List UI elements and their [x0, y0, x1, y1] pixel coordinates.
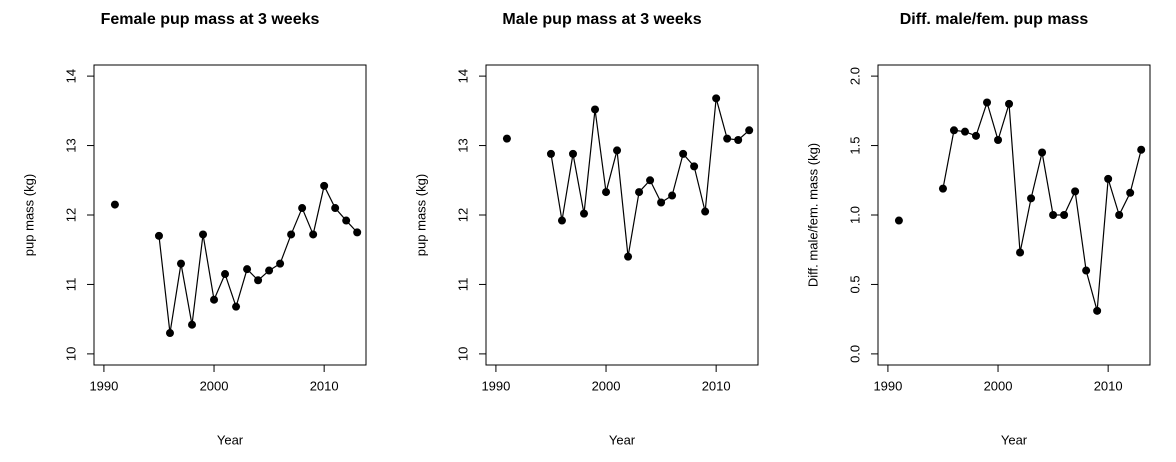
point	[994, 136, 1003, 144]
x-axis-label: Year	[609, 432, 636, 447]
y-tick-label: 11	[455, 278, 470, 292]
y-tick-label: 11	[63, 278, 78, 292]
point	[949, 126, 958, 135]
chart-title: Female pup mass at 3 weeks	[101, 11, 320, 28]
chart-title: Male pup mass at 3 weeks	[502, 11, 701, 28]
point	[1049, 211, 1058, 219]
point	[690, 162, 699, 171]
x-axis-label: Year	[217, 432, 244, 447]
point	[188, 320, 197, 329]
point	[734, 136, 743, 144]
point	[210, 295, 219, 304]
point	[745, 126, 754, 135]
point	[1038, 148, 1047, 157]
point	[938, 184, 947, 193]
y-tick-label: 10	[63, 347, 78, 361]
point	[254, 276, 263, 285]
plot-frame	[877, 64, 1151, 366]
x-tick-label: 1990	[481, 378, 510, 393]
x-axis-label: Year	[1001, 432, 1028, 447]
point	[1104, 174, 1113, 183]
point	[894, 216, 903, 225]
point	[176, 259, 185, 268]
y-tick-label: 0.5	[847, 275, 862, 293]
point	[613, 146, 622, 155]
point	[701, 207, 710, 216]
point	[1060, 211, 1069, 219]
point	[1027, 194, 1036, 203]
x-tick-label: 2000	[200, 378, 229, 393]
point	[624, 252, 633, 261]
point	[221, 270, 230, 279]
x-tick-label: 2010	[1094, 378, 1123, 393]
y-tick-label: 10	[455, 347, 470, 361]
point	[960, 127, 969, 136]
point	[1126, 188, 1135, 197]
point	[276, 259, 285, 268]
point	[342, 216, 351, 225]
x-tick-label: 1990	[873, 378, 902, 393]
point	[557, 216, 566, 225]
point	[199, 230, 208, 239]
y-tick-label: 1.5	[847, 137, 862, 155]
y-axis-label: pup mass (kg)	[413, 174, 428, 256]
point	[232, 302, 241, 311]
point	[546, 149, 555, 158]
point	[591, 105, 600, 114]
point	[1071, 187, 1080, 196]
y-tick-label: 12	[455, 208, 470, 222]
point	[580, 209, 589, 218]
point	[243, 265, 252, 274]
point	[602, 188, 611, 197]
point	[983, 98, 992, 107]
point	[723, 134, 732, 143]
point	[154, 231, 163, 240]
point	[1016, 248, 1025, 257]
point	[568, 149, 577, 158]
point	[1137, 145, 1146, 154]
point	[309, 230, 318, 239]
line	[158, 184, 358, 334]
x-tick-label: 2000	[984, 378, 1013, 393]
y-tick-label: 14	[455, 69, 470, 83]
point	[110, 200, 119, 209]
point	[502, 134, 511, 143]
point	[1082, 266, 1091, 275]
y-tick-label: 12	[63, 208, 78, 222]
point	[320, 181, 329, 190]
point	[1115, 211, 1124, 219]
point	[646, 176, 655, 185]
point	[287, 230, 296, 239]
x-tick-label: 2000	[592, 378, 621, 393]
y-axis-label: pup mass (kg)	[21, 174, 36, 256]
plot-frame	[485, 64, 759, 366]
point	[298, 204, 307, 213]
y-tick-label: 0.0	[847, 345, 862, 363]
plot-frame	[93, 64, 367, 366]
y-tick-label: 13	[455, 138, 470, 152]
point	[265, 266, 274, 275]
x-tick-label: 2010	[310, 378, 339, 393]
y-tick-label: 13	[63, 138, 78, 152]
point	[712, 94, 721, 103]
point	[353, 228, 362, 237]
point	[1005, 99, 1014, 108]
point	[1093, 306, 1102, 315]
y-tick-label: 14	[63, 69, 78, 83]
y-tick-label: 2.0	[847, 67, 862, 85]
point	[635, 188, 644, 197]
chart-title: Diff. male/fem. pup mass	[900, 11, 1089, 28]
point	[657, 198, 666, 207]
point	[679, 149, 688, 158]
point	[331, 204, 340, 213]
point	[165, 329, 174, 338]
x-tick-label: 1990	[89, 378, 118, 393]
point	[668, 191, 677, 200]
x-tick-label: 2010	[702, 378, 731, 393]
point	[972, 131, 981, 140]
y-axis-label: Diff. male/fem. mass (kg)	[805, 143, 820, 287]
y-tick-label: 1.0	[847, 206, 862, 224]
